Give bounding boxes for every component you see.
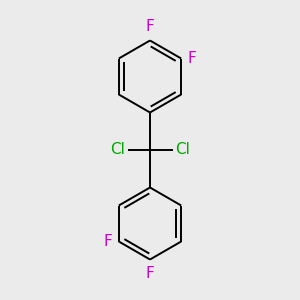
Text: F: F <box>188 51 197 66</box>
Text: F: F <box>103 234 112 249</box>
Text: Cl: Cl <box>175 142 190 158</box>
Text: F: F <box>146 19 154 34</box>
Text: Cl: Cl <box>110 142 125 158</box>
Text: F: F <box>146 266 154 281</box>
